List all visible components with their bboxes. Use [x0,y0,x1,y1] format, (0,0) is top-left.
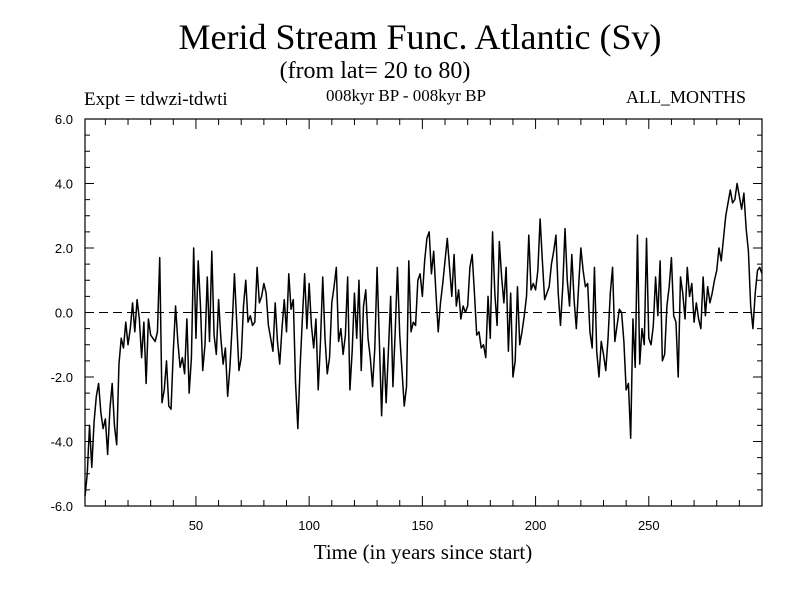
y-tick-label: 0.0 [55,306,73,321]
axis-tick-labels: -6.0 -4.0 -2.0 0.0 2.0 4.0 6.0 50 100 150 200 250 [51,112,660,533]
x-tick-label: 100 [298,518,320,533]
y-tick-label: 6.0 [55,112,73,127]
period-label: 008kyr BP - 008kyr BP [326,86,486,105]
series-line [84,182,763,497]
x-axis-label: Time (in years since start) [313,540,533,564]
experiment-label: Expt = tdwzi-tdwti [84,89,228,110]
y-tick-label: -6.0 [51,499,73,514]
y-tick-label: 4.0 [55,177,73,192]
y-tick-label: -4.0 [51,435,73,450]
y-tick-label: 2.0 [55,241,73,256]
x-tick-label: 150 [412,518,434,533]
y-tick-label: -2.0 [51,370,73,385]
x-tick-label: 50 [189,518,203,533]
chart-subtitle: (from lat= 20 to 80) [279,58,471,84]
x-tick-label: 250 [638,518,660,533]
chart-title: Merid Stream Func. Atlantic (Sv) [178,17,662,57]
x-tick-label: 200 [525,518,547,533]
months-label: ALL_MONTHS [626,87,746,107]
